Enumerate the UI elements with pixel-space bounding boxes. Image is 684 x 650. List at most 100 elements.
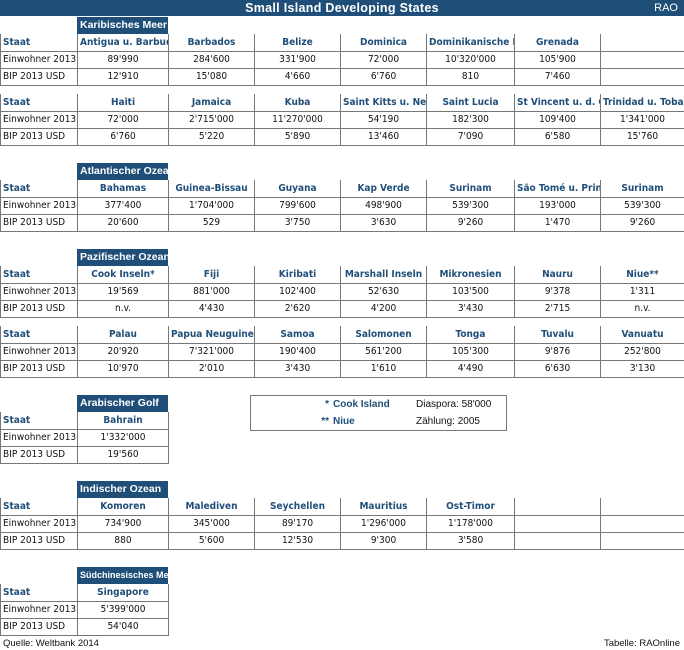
- value-cell: 15'760: [600, 128, 684, 146]
- row-label: BIP 2013 USD: [0, 618, 78, 636]
- gdp-row: BIP 2013 USD 54'040: [0, 618, 169, 636]
- value-cell: 12'530: [254, 532, 341, 550]
- row-label: BIP 2013 USD: [0, 128, 78, 146]
- country-cell: Cook Inseln*: [77, 266, 169, 284]
- row-label: Staat: [0, 498, 78, 516]
- value-cell: 12'910: [77, 68, 169, 86]
- row-label: Staat: [0, 326, 78, 344]
- value-cell: 3'630: [340, 214, 427, 232]
- value-cell: 54'040: [77, 618, 169, 636]
- value-cell: 89'990: [77, 51, 169, 69]
- gdp-row: BIP 2013 USD 19'560: [0, 446, 169, 464]
- value-cell: [600, 51, 684, 69]
- value-cell: 345'000: [168, 515, 255, 533]
- value-cell: 3'130: [600, 360, 684, 378]
- value-cell: 4'200: [340, 300, 427, 318]
- value-cell: 72'000: [340, 51, 427, 69]
- country-cell: Vanuatu: [600, 326, 684, 344]
- value-cell: 2'010: [168, 360, 255, 378]
- value-cell: 11'270'000: [254, 111, 341, 129]
- value-cell: 252'800: [600, 343, 684, 361]
- source-label: Quelle:: [3, 638, 34, 649]
- value-cell: 19'560: [77, 446, 169, 464]
- value-cell: 377'400: [77, 197, 169, 215]
- value-cell: 7'321'000: [168, 343, 255, 361]
- value-cell: n.v.: [600, 300, 684, 318]
- country-cell: Mikronesien: [426, 266, 515, 284]
- value-cell: 5'890: [254, 128, 341, 146]
- value-cell: 9'876: [514, 343, 601, 361]
- value-cell: 331'900: [254, 51, 341, 69]
- table-pazifik-1: Staat Cook Inseln* Fiji Kiribati Marshall In…: [0, 266, 684, 318]
- row-label: Einwohner 2013: [0, 343, 78, 361]
- value-cell: 6'630: [514, 360, 601, 378]
- value-cell: [514, 532, 601, 550]
- value-cell: 72'000: [77, 111, 169, 129]
- value-cell: 7'090: [426, 128, 515, 146]
- value-cell: 4'430: [168, 300, 255, 318]
- brand-label: RAO: [654, 2, 678, 14]
- population-row: Einwohner 2013 5'399'000: [0, 601, 169, 619]
- value-cell: 103'500: [426, 283, 515, 301]
- value-cell: 105'900: [514, 51, 601, 69]
- region-header-suedchina: Südchinesisches Meer: [77, 567, 168, 584]
- value-cell: 2'715: [514, 300, 601, 318]
- country-cell: Niue**: [600, 266, 684, 284]
- country-cell: Surinam: [426, 180, 515, 198]
- value-cell: 20'600: [77, 214, 169, 232]
- table-arabisch: Staat Bahrain Einwohner 2013 1'332'000 BIP 2…: [0, 412, 169, 464]
- gdp-row: BIP 2013 USD 20'600 529 3'750 3'630 9'260 1'47…: [0, 214, 684, 232]
- value-cell: [600, 515, 684, 533]
- value-cell: 19'569: [77, 283, 169, 301]
- country-cell: Kap Verde: [340, 180, 427, 198]
- value-cell: 1'341'000: [600, 111, 684, 129]
- value-cell: 6'760: [340, 68, 427, 86]
- header-row: Staat Bahrain: [0, 412, 169, 430]
- country-cell: Guyana: [254, 180, 341, 198]
- country-cell: Papua Neuguinea: [168, 326, 255, 344]
- region-header-pazifik: Pazifischer Ozean: [77, 249, 168, 266]
- country-cell: Mauritius: [340, 498, 427, 516]
- header-row: Staat Komoren Malediven Seychellen Mauritius…: [0, 498, 684, 516]
- legend-note: Diaspora: 58'000: [416, 399, 492, 410]
- value-cell: 9'300: [340, 532, 427, 550]
- country-cell: Grenada: [514, 34, 601, 52]
- value-cell: 2'620: [254, 300, 341, 318]
- row-label: BIP 2013 USD: [0, 446, 78, 464]
- value-cell: 10'970: [77, 360, 169, 378]
- value-cell: 881'000: [168, 283, 255, 301]
- value-cell: 89'170: [254, 515, 341, 533]
- value-cell: 284'600: [168, 51, 255, 69]
- country-cell: [514, 498, 601, 516]
- value-cell: 880: [77, 532, 169, 550]
- legend-row: ** Niue Zählung: 2005: [251, 413, 508, 430]
- gdp-row: BIP 2013 USD 12'910 15'080 4'660 6'760 810 7'4…: [0, 68, 684, 86]
- footer-source: Quelle: Weltbank 2014: [3, 637, 99, 650]
- country-cell: Palau: [77, 326, 169, 344]
- value-cell: [600, 68, 684, 86]
- legend-name: Cook Island: [333, 399, 390, 410]
- value-cell: 6'580: [514, 128, 601, 146]
- value-cell: 539'300: [426, 197, 515, 215]
- country-cell: Salomonen: [340, 326, 427, 344]
- row-label: Einwohner 2013: [0, 601, 78, 619]
- country-cell: Singapore: [77, 584, 169, 602]
- value-cell: 102'400: [254, 283, 341, 301]
- table-credit-label: Tabelle:: [603, 638, 637, 649]
- row-label: Staat: [0, 180, 78, 198]
- country-cell: St Vincent u. d. G.: [514, 94, 601, 112]
- country-cell: Marshall Inseln: [340, 266, 427, 284]
- region-header-indisch: Indischer Ozean: [77, 481, 168, 498]
- country-cell: Fiji: [168, 266, 255, 284]
- country-cell: Surinam: [600, 180, 684, 198]
- legend-name: Niue: [333, 416, 355, 427]
- value-cell: 10'320'000: [426, 51, 515, 69]
- country-cell: Saint Lucia: [426, 94, 515, 112]
- population-row: Einwohner 2013 72'000 2'715'000 11'270'000 5…: [0, 111, 684, 129]
- population-row: Einwohner 2013 1'332'000: [0, 429, 169, 447]
- country-cell: Saint Kitts u. Nevis: [340, 94, 427, 112]
- country-cell: Komoren: [77, 498, 169, 516]
- value-cell: 539'300: [600, 197, 684, 215]
- value-cell: 5'220: [168, 128, 255, 146]
